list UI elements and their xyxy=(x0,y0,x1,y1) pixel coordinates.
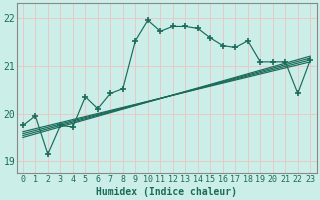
X-axis label: Humidex (Indice chaleur): Humidex (Indice chaleur) xyxy=(96,186,237,197)
